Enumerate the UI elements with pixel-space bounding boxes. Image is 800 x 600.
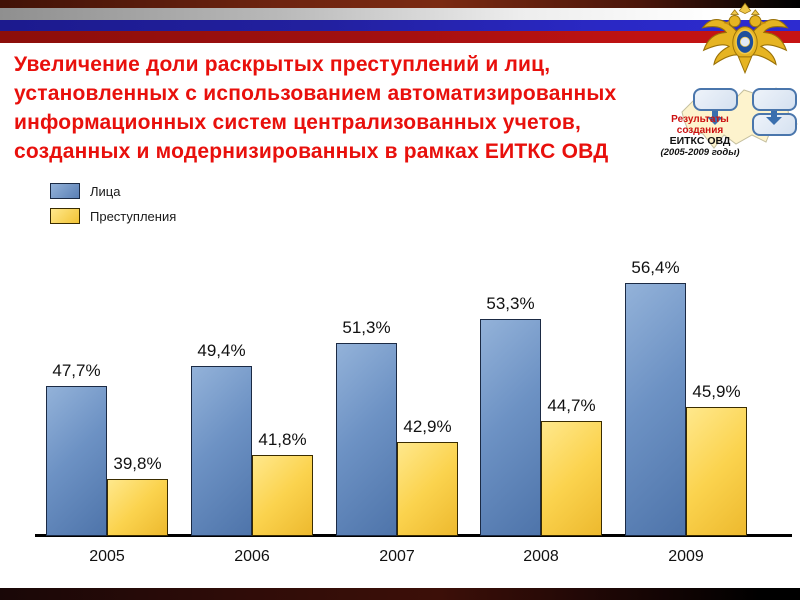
bottom-bar: [0, 588, 800, 600]
title-line-3: информационных систем централизованных у…: [14, 111, 582, 134]
bar-crimes-2008: [541, 421, 602, 536]
bar-value-label-persons-2008: 53,3%: [486, 294, 535, 313]
logo-caption-line1: Результаты: [671, 114, 729, 125]
diagram-box-1: [693, 88, 738, 111]
legend-label-crimes: Преступления: [90, 208, 177, 224]
bar-value-label-crimes-2008: 44,7%: [547, 396, 596, 415]
category-label-2009: 2009: [668, 548, 704, 565]
bar-crimes-2006: [252, 455, 313, 536]
legend-swatch-crimes: [50, 208, 80, 224]
logo-caption-line3: ЕИТКС ОВД: [669, 135, 731, 147]
bar-value-label-persons-2005: 47,7%: [52, 361, 101, 380]
banner-stripe-red: [0, 31, 800, 43]
bar-persons-2005: [46, 386, 107, 536]
title-line-4: созданных и модернизированных в рамках Е…: [14, 140, 609, 163]
banner-stripe-blue: [0, 20, 800, 31]
bar-value-label-crimes-2006: 41,8%: [258, 430, 307, 449]
category-label-2005: 2005: [89, 548, 125, 565]
bar-persons-2006: [191, 366, 252, 536]
bar-crimes-2005: [107, 479, 168, 536]
bar-persons-2008: [480, 319, 541, 536]
bar-value-label-persons-2007: 51,3%: [342, 318, 391, 337]
bar-value-label-crimes-2007: 42,9%: [403, 417, 452, 436]
banner-stripe-dark: [0, 0, 800, 8]
bar-persons-2009: [625, 283, 686, 536]
banner-stripe-white: [0, 8, 800, 20]
category-label-2006: 2006: [234, 548, 270, 565]
down-arrow-icon: [707, 111, 723, 125]
bar-crimes-2007: [397, 442, 458, 536]
bar-crimes-2009: [686, 407, 747, 536]
category-label-2007: 2007: [379, 548, 415, 565]
chart-legend: Лица Преступления: [50, 183, 176, 233]
mvd-eagle-icon: [701, 2, 789, 75]
logo-caption-line2: создания: [676, 125, 724, 136]
title-line-1: Увеличение доли раскрытых преступлений и…: [14, 53, 551, 76]
legend-label-persons: Лица: [90, 183, 121, 199]
title-line-2: установленных с использованием автоматиз…: [14, 82, 617, 105]
bar-value-label-persons-2006: 49,4%: [197, 341, 246, 360]
legend-item-crimes: Преступления: [50, 208, 176, 224]
logo-caption: Результаты создания ЕИТКС ОВД (2005-2009…: [650, 114, 750, 158]
category-label-2008: 2008: [523, 548, 559, 565]
bar-value-label-persons-2009: 56,4%: [631, 258, 680, 277]
bar-persons-2007: [336, 343, 397, 536]
logo-caption-line4: (2005-2009 годы): [660, 147, 740, 158]
diagram-box-2: [752, 88, 797, 111]
bar-value-label-crimes-2009: 45,9%: [692, 382, 741, 401]
down-arrow-icon: [766, 111, 782, 125]
slide-title: Увеличение доли раскрытых преступлений и…: [14, 50, 682, 166]
flag-banner: [0, 0, 800, 43]
legend-item-persons: Лица: [50, 183, 176, 199]
bar-value-label-crimes-2005: 39,8%: [113, 454, 162, 473]
legend-swatch-persons: [50, 183, 80, 199]
